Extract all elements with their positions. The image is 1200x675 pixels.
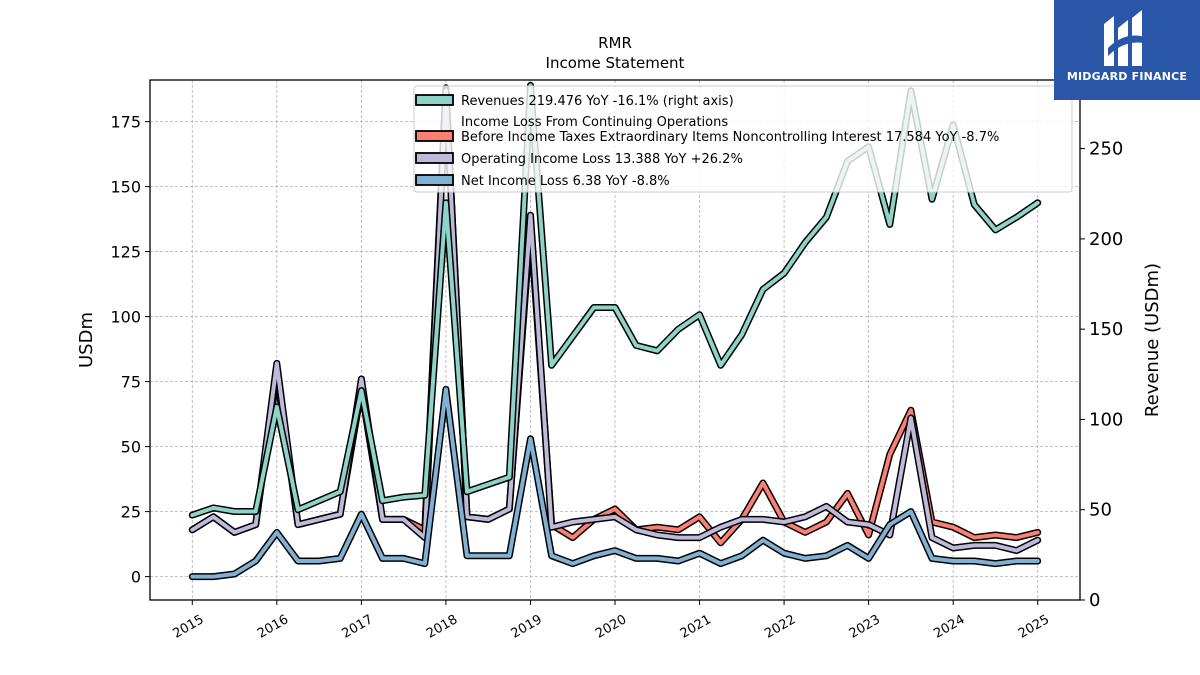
- x-tick-label: 2019: [509, 612, 545, 642]
- x-tick-label: 2021: [678, 612, 714, 642]
- x-tick-label: 2022: [762, 612, 798, 642]
- x-tick-label: 2015: [170, 612, 206, 642]
- legend-label: Revenues 219.476 YoY -16.1% (right axis): [461, 94, 734, 109]
- y-tick-label-right: 200: [1089, 229, 1123, 250]
- y-tick-label-right: 0: [1089, 590, 1100, 611]
- legend-swatch: [415, 174, 454, 186]
- x-tick-label: 2020: [593, 612, 629, 642]
- legend: Revenues 219.476 YoY -16.1% (right axis)…: [413, 85, 1073, 193]
- legend-label: Income Loss From Continuing Operations: [461, 115, 728, 130]
- x-tick-label: 2017: [340, 612, 376, 642]
- y-tick-label-left: 75: [121, 373, 141, 392]
- y-tick-label-left: 0: [131, 568, 141, 587]
- y-tick-label-right: 250: [1089, 139, 1123, 160]
- series-line: [190, 88, 1040, 553]
- legend-swatch: [415, 152, 454, 164]
- chart-subtitle: Income Statement: [546, 54, 685, 72]
- y-tick-label-left: 175: [110, 113, 141, 132]
- legend-swatch: [415, 94, 454, 106]
- legend-label: Net Income Loss 6.38 YoY -8.8%: [461, 174, 670, 189]
- y-tick-label-left: 25: [121, 503, 141, 522]
- y-tick-label-left: 150: [110, 178, 141, 197]
- y-tick-label-right: 100: [1089, 409, 1123, 430]
- brand-logo: MIDGARD FINANCE: [1054, 0, 1200, 100]
- x-tick-label: 2025: [1016, 612, 1052, 642]
- x-tick-label: 2016: [255, 612, 291, 642]
- y-axis-label-left: USDm: [76, 312, 97, 368]
- y-tick-label-left: 50: [121, 438, 141, 457]
- y-tick-label-left: 125: [110, 243, 141, 262]
- y-tick-label-right: 150: [1089, 319, 1123, 340]
- series-line: [190, 387, 1040, 579]
- legend-label: Before Income Taxes Extraordinary Items …: [461, 130, 999, 145]
- y-axis-label-right: Revenue (USDm): [1142, 263, 1163, 417]
- x-tick-label: 2018: [424, 612, 460, 642]
- y-tick-label-right: 50: [1089, 500, 1112, 521]
- x-tick-label: 2024: [931, 612, 967, 642]
- legend-label: Operating Income Loss 13.388 YoY +26.2%: [461, 152, 743, 167]
- logo-text: MIDGARD FINANCE: [1066, 70, 1188, 83]
- legend-box: [413, 85, 1073, 193]
- x-tick-label: 2023: [847, 612, 883, 642]
- midgard-logo-icon: [1104, 10, 1148, 66]
- y-tick-label-left: 100: [110, 308, 141, 327]
- legend-swatch: [415, 130, 454, 142]
- chart-title: RMR: [598, 34, 632, 52]
